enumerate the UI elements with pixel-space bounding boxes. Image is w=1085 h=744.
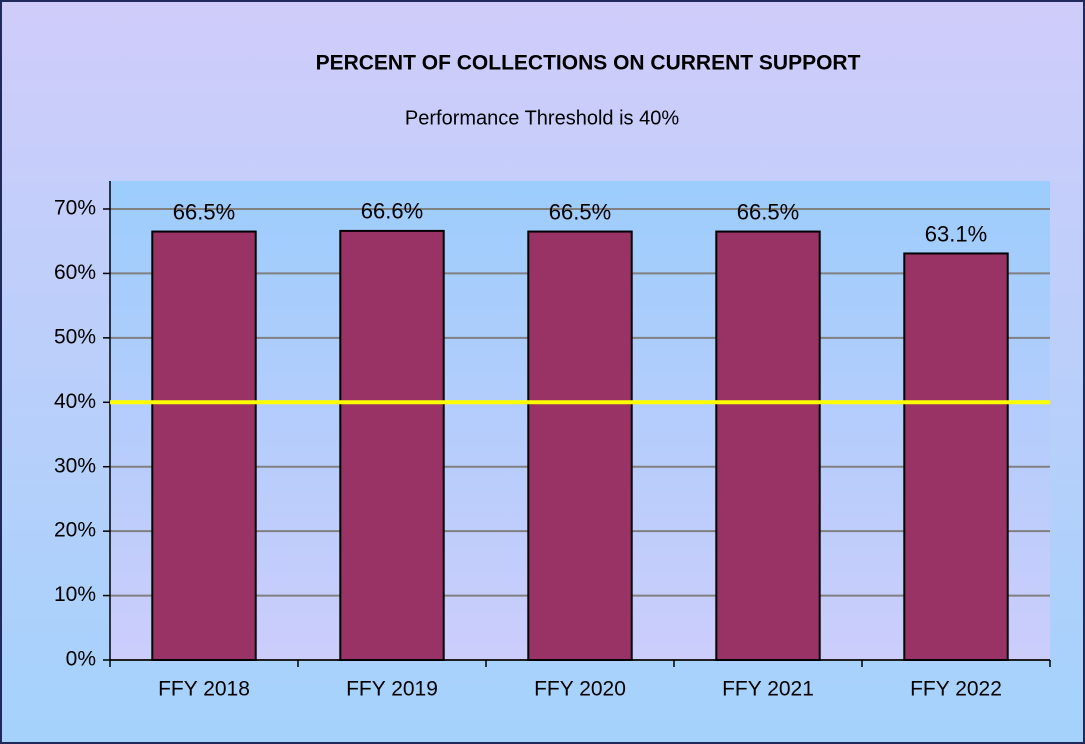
x-tick-label: FFY 2020 (534, 678, 626, 701)
y-tick-label: 20% (54, 519, 96, 542)
x-tick-label: FFY 2022 (910, 678, 1002, 701)
data-label: 63.1% (925, 221, 987, 246)
chart-title: PERCENT OF COLLECTIONS ON CURRENT SUPPOR… (316, 52, 861, 75)
y-tick-label: 0% (66, 648, 96, 671)
y-tick-label: 10% (54, 583, 96, 606)
y-tick-label: 40% (54, 390, 96, 413)
bar (151, 230, 257, 662)
data-label: 66.5% (549, 199, 611, 224)
y-tick-label: 60% (54, 261, 96, 284)
y-tick-label: 70% (54, 197, 96, 220)
x-tick-label: FFY 2018 (158, 678, 250, 701)
data-label: 66.5% (173, 199, 235, 224)
x-tick-label: FFY 2019 (346, 678, 438, 701)
chart-subtitle: Performance Threshold is 40% (405, 107, 679, 129)
data-label: 66.5% (737, 199, 799, 224)
bar (339, 229, 445, 662)
bar (527, 230, 633, 662)
bar (715, 230, 821, 662)
y-tick-label: 30% (54, 454, 96, 477)
y-tick-label: 50% (54, 325, 96, 348)
x-tick-label: FFY 2021 (722, 678, 814, 701)
data-label: 66.6% (361, 199, 423, 224)
bar (903, 252, 1009, 661)
